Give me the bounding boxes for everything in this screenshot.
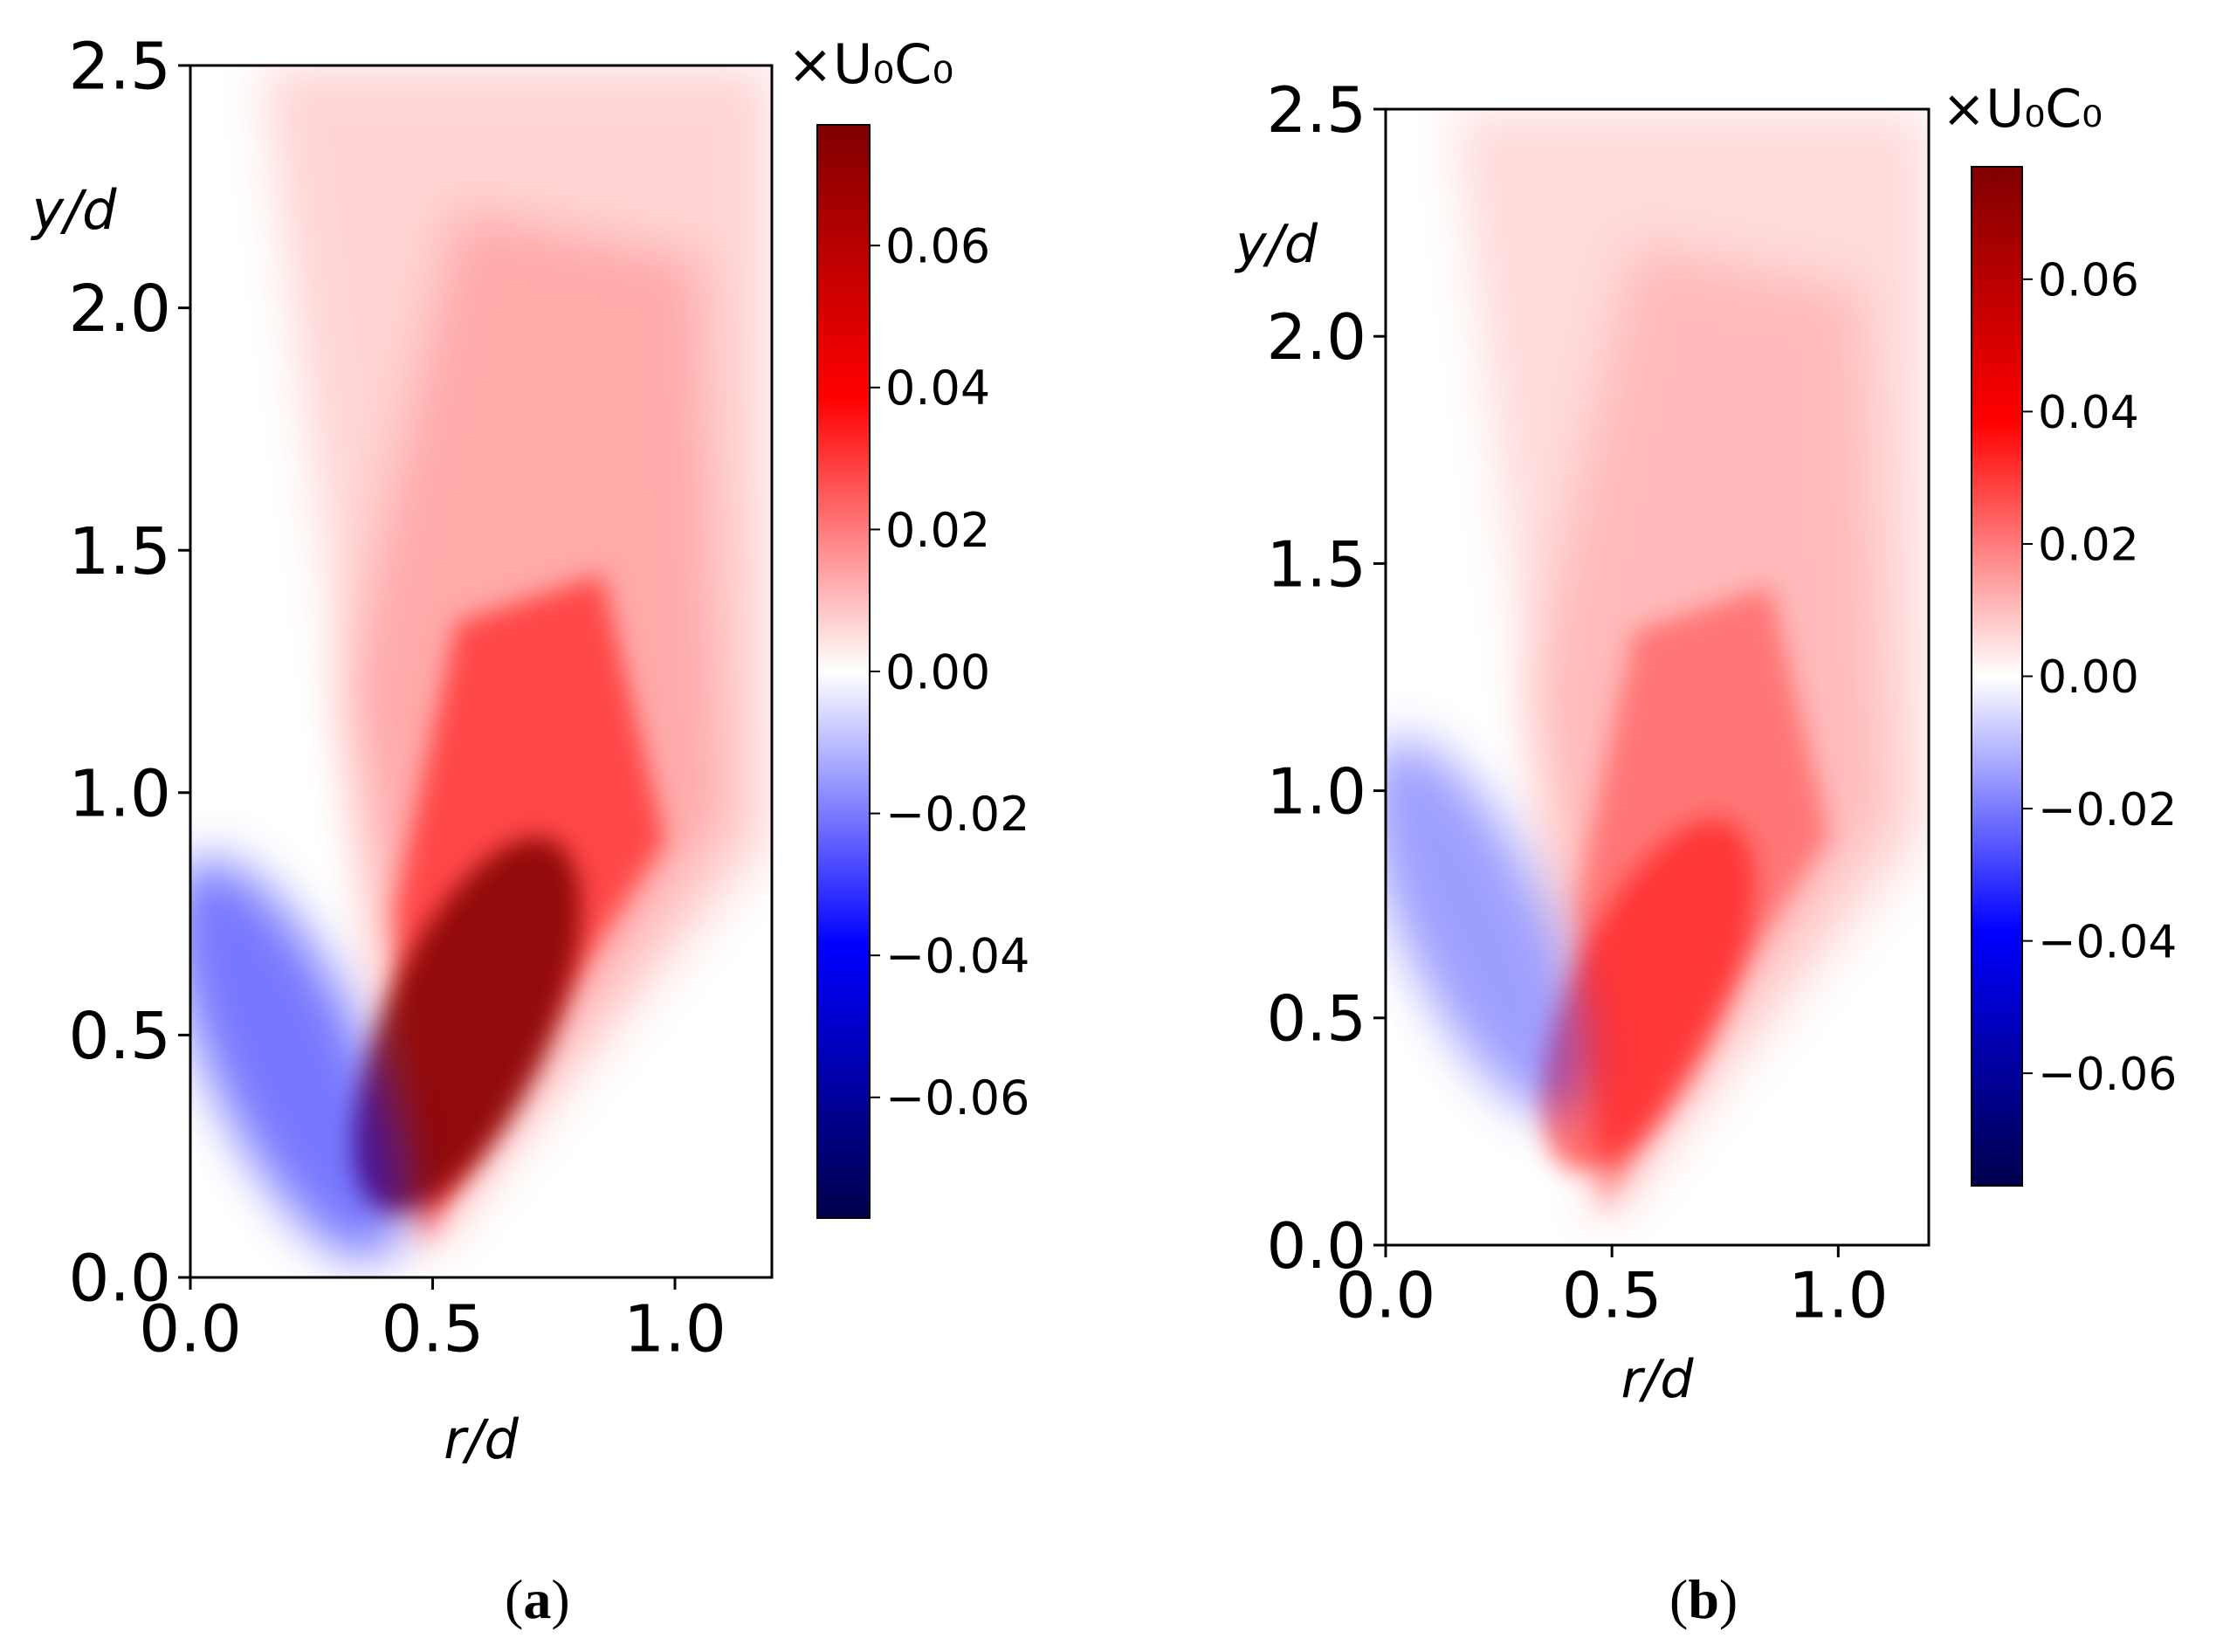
colorbar-tick-label: 0.04 (2038, 387, 2139, 439)
colorbar-tick-label: 0.04 (885, 361, 990, 416)
y-tick-label: 1.5 (1266, 527, 1366, 601)
axes-frame (189, 64, 774, 1279)
x-tick-label: 0.5 (1562, 1258, 1662, 1332)
y-axis-label: y/d (31, 178, 118, 242)
y-tick-label: 0.0 (1266, 1209, 1366, 1283)
colorbar-tick-label: −0.06 (2038, 1049, 2177, 1101)
colorbar-tick-label: −0.04 (2038, 916, 2177, 968)
x-axis-label: r/d (1621, 1349, 1695, 1410)
y-tick-label: 2.0 (1266, 300, 1366, 374)
positive-peak-lobe (1541, 819, 1755, 1172)
panel-b: 0.0 0.5 1.0 0.0 0.5 1.0 1.5 2.0 2.5 r/d y/d 0.06 0.0… (1234, 73, 2177, 1410)
axes-frame (1384, 107, 1930, 1247)
positive-peak-lobe (352, 837, 581, 1214)
y-tick-label: 2.5 (68, 30, 171, 105)
colorbar (816, 124, 871, 1219)
panel-label-a: (a) (505, 1568, 570, 1630)
panel-label-b: (b) (1669, 1568, 1738, 1630)
x-axis-label: r/d (444, 1408, 519, 1471)
panel-a: 0.0 0.5 1.0 0.0 0.5 1.0 1.5 2.0 2.5 r/d y/d 0.06 0.0… (31, 30, 1030, 1471)
y-tick-label: 0.0 (68, 1242, 171, 1317)
colorbar-tick-label: −0.04 (885, 929, 1029, 984)
y-tick-label: 1.5 (68, 514, 171, 589)
colorbar-title: ×U₀C₀ (1942, 79, 2103, 140)
x-tick-label: 1.0 (1788, 1258, 1889, 1332)
colorbar-tick-label: −0.06 (885, 1070, 1029, 1125)
colorbar-tick-label: −0.02 (885, 787, 1029, 842)
heatmap-field (190, 65, 772, 1268)
colorbar-tick-label: 0.00 (2038, 651, 2139, 704)
colorbar-title: ×U₀C₀ (788, 32, 953, 96)
y-tick-label: 1.0 (68, 756, 171, 831)
colorbar-tick-label: −0.02 (2038, 784, 2177, 836)
negative-lobe (1386, 739, 1585, 1115)
y-tick-label: 2.0 (68, 272, 171, 347)
colorbar-tick-label: 0.06 (2038, 255, 2139, 307)
colorbar (1971, 166, 2023, 1187)
y-tick-label: 0.5 (1266, 982, 1366, 1056)
y-tick-label: 2.5 (1266, 73, 1366, 147)
y-tick-label: 1.0 (1266, 755, 1366, 829)
colorbar-tick-label: 0.02 (885, 503, 990, 558)
colorbar-tick-label: 0.00 (885, 644, 990, 699)
y-tick-label: 0.5 (68, 999, 171, 1074)
x-tick-label: 0.5 (382, 1291, 485, 1366)
y-axis-label: y/d (1234, 214, 1318, 275)
colorbar-tick-label: 0.06 (885, 219, 990, 274)
negative-lobe (190, 858, 403, 1260)
x-tick-label: 0.0 (139, 1291, 242, 1366)
colorbar-tick-label: 0.02 (2038, 520, 2139, 572)
heatmap-field (1386, 109, 1929, 1236)
x-tick-label: 0.0 (1336, 1258, 1436, 1332)
x-tick-label: 1.0 (623, 1291, 726, 1366)
